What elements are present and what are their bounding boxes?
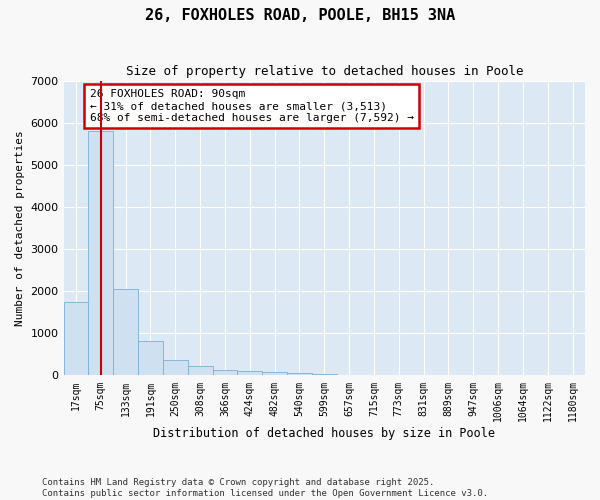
Bar — [262, 372, 287, 376]
Text: 26 FOXHOLES ROAD: 90sqm
← 31% of detached houses are smaller (3,513)
68% of semi: 26 FOXHOLES ROAD: 90sqm ← 31% of detache… — [89, 90, 413, 122]
Bar — [138, 341, 163, 376]
Bar — [163, 360, 188, 376]
Bar — [312, 374, 337, 376]
X-axis label: Distribution of detached houses by size in Poole: Distribution of detached houses by size … — [153, 427, 495, 440]
Bar — [337, 374, 362, 376]
Text: 26, FOXHOLES ROAD, POOLE, BH15 3NA: 26, FOXHOLES ROAD, POOLE, BH15 3NA — [145, 8, 455, 22]
Y-axis label: Number of detached properties: Number of detached properties — [15, 130, 25, 326]
Bar — [64, 302, 88, 376]
Title: Size of property relative to detached houses in Poole: Size of property relative to detached ho… — [125, 65, 523, 78]
Bar — [188, 366, 212, 376]
Bar — [212, 370, 238, 376]
Bar — [238, 371, 262, 376]
Bar — [113, 289, 138, 376]
Bar — [287, 374, 312, 376]
Bar — [88, 131, 113, 376]
Text: Contains HM Land Registry data © Crown copyright and database right 2025.
Contai: Contains HM Land Registry data © Crown c… — [42, 478, 488, 498]
